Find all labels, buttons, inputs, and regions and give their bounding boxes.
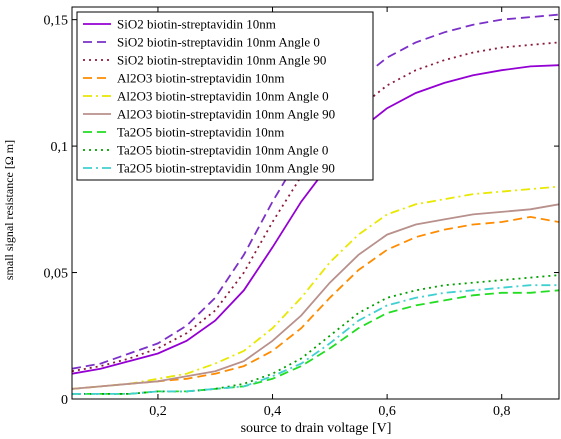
series-line-9: [72, 284, 559, 395]
y-tick-label: 0,15: [44, 14, 69, 29]
legend-entry: SiO2 biotin-streptavidin 10nm Angle 90: [117, 53, 326, 68]
series-line-1: [72, 64, 559, 375]
legend-entry: SiO2 biotin-streptavidin 10nm Angle 0: [117, 35, 320, 50]
legend-entry: Al2O3 biotin-streptavidin 10nm Angle 0: [117, 89, 329, 104]
legend-entry: Ta2O5 biotin-streptavidin 10nm Angle 90: [117, 161, 335, 176]
plot-frame: [71, 6, 560, 400]
series-line-7: [72, 289, 559, 395]
legend-entry: Al2O3 biotin-streptavidin 10nm: [117, 71, 285, 86]
legend-entry: Al2O3 biotin-streptavidin 10nm Angle 90: [117, 107, 335, 122]
y-tick-label: 0,1: [51, 140, 69, 155]
x-tick-label: 0,2: [149, 404, 167, 419]
series-line-6: [72, 203, 559, 390]
legend-entry: Ta2O5 biotin-streptavidin 10nm Angle 0: [117, 143, 328, 158]
x-tick-label: 0,8: [493, 404, 511, 419]
y-tick-label: 0,05: [44, 267, 69, 282]
legend: SiO2 biotin-streptavidin 10nm SiO2 biotin…: [76, 11, 374, 181]
legend-entry: Ta2O5 biotin-streptavidin 10nm: [117, 125, 284, 140]
series-line-3: [72, 41, 559, 373]
y-axis-title: small signal resistance [Ω m]: [2, 140, 16, 280]
x-tick-label: 0,4: [264, 404, 282, 419]
x-tick-label: 0,6: [378, 404, 396, 419]
series-lines: [72, 13, 559, 395]
series-line-4: [72, 215, 559, 390]
series-line-8: [72, 274, 559, 395]
x-axis-title: source to drain voltage [V]: [241, 421, 392, 436]
legend-entry: SiO2 biotin-streptavidin 10nm: [117, 17, 276, 32]
legend-box: [76, 11, 374, 181]
series-line-5: [72, 185, 559, 390]
y-tick-label: 0: [61, 393, 68, 408]
axis-ticks: 0,2 0,4 0,6 0,8 0 0,05 0,1 0,15: [44, 7, 559, 419]
